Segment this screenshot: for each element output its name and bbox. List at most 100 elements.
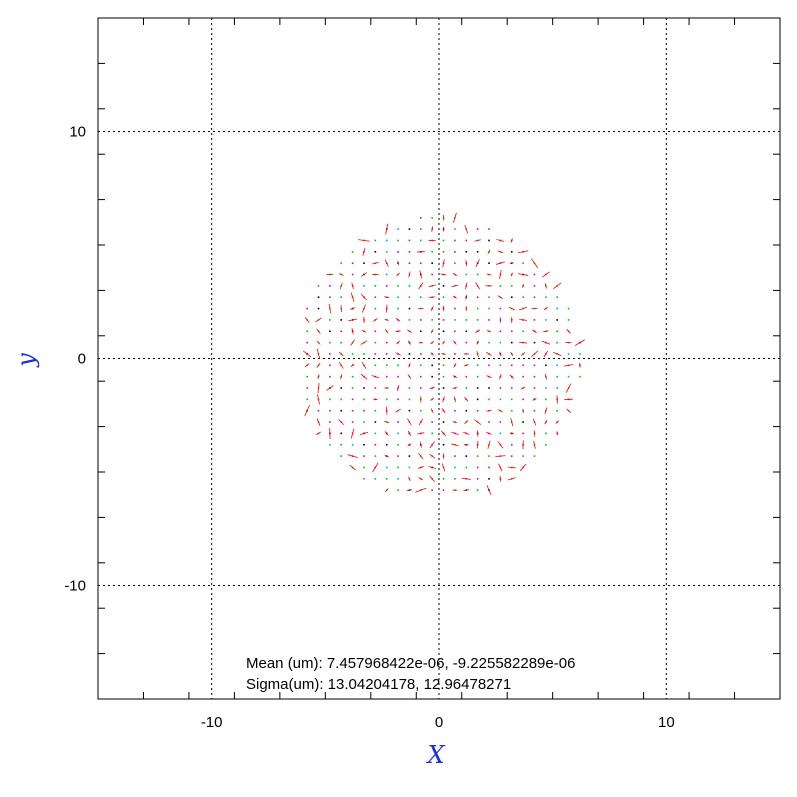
spot-point [499,421,502,423]
ray-streak [453,363,457,368]
spot-point [306,341,308,344]
spot-point [533,375,536,378]
ray-streak [428,466,436,469]
spot-point [556,319,559,321]
spot-point [420,216,422,219]
ray-streak [316,348,321,360]
spot-point [522,330,524,333]
ray-streak [395,318,401,322]
ray-streak [442,340,445,345]
spot-point [340,398,343,401]
ray-streak [532,398,537,401]
spot-point [340,262,343,264]
spot-point [431,216,433,219]
ray-streak [361,361,367,369]
ray-streak [430,340,435,345]
spot-point [306,398,308,401]
spot-point [374,409,377,412]
spot-point [351,251,354,253]
ray-streak [328,303,331,314]
spot-point [476,273,479,276]
spot-point [408,466,411,469]
ray-streak [350,292,355,302]
spot-point [488,262,490,264]
ray-streak [384,296,390,299]
ray-streak [326,385,334,391]
ray-streak [508,306,515,311]
spot-point [454,466,456,469]
spot-point [533,319,536,321]
spot-point [465,375,468,378]
ray-streak [499,269,502,280]
spot-point [420,228,422,230]
ray-streak [429,475,436,483]
spot-point [340,387,343,389]
spot-point [454,262,456,264]
spot-point [408,262,411,264]
ray-streak [474,239,481,242]
spot-point [329,443,331,446]
spot-point [476,398,479,401]
ray-streak [430,352,434,356]
spot-point [442,421,445,423]
spot-point [465,319,468,321]
spot-point [363,285,365,287]
ray-streak [428,284,436,288]
spot-point [533,455,536,457]
spot-point [397,466,399,469]
ray-streak [395,408,401,413]
ray-streak [553,282,562,290]
ray-streak [350,339,356,346]
spot-point [556,375,559,378]
spot-point [522,364,524,367]
ray-streak [543,307,548,311]
spot-point [522,421,524,423]
ray-streak [498,409,503,413]
spot-point [431,262,433,264]
ray-streak [441,463,446,472]
spot-point [408,228,411,230]
spot-point [351,375,354,378]
ray-streak [451,431,459,436]
y-axis-title: y [12,353,40,368]
spot-point [385,443,388,446]
spot-point [385,466,388,469]
ray-streak [510,272,513,277]
ray-streak [304,317,310,323]
x-axis-title: X [425,741,445,769]
spot-point [545,319,547,321]
stats-mean: Mean (um): 7.457968422e-06, -9.225582289… [246,655,575,672]
ray-streak [407,329,412,334]
spot-point [476,296,479,299]
spot-point [465,466,468,469]
ray-streak [384,319,389,321]
ray-streak [418,282,424,290]
ray-streak [316,328,321,334]
spot-point [363,478,365,480]
spot-point [556,341,559,344]
ray-streak [566,328,571,334]
spot-point [329,285,331,287]
spot-point [340,455,343,457]
ray-streak [440,430,447,437]
spot-point [363,443,365,446]
spot-point [374,251,377,253]
spot-point [442,364,445,367]
spot-point [510,296,513,299]
spot-point [545,398,547,401]
ray-streak [509,374,515,379]
ray-streak [407,443,412,447]
ray-streak [408,271,411,278]
spot-point [488,421,490,423]
ray-streak [372,317,378,322]
spot-point [420,387,422,389]
ray-streak [543,350,548,358]
ray-streak [351,282,354,290]
spot-point [420,319,422,321]
spot-point [454,455,456,457]
spot-point [340,319,343,321]
ray-streak [464,224,469,234]
spot-point [442,489,445,491]
spot-point [420,364,422,367]
ray-streak [519,341,528,344]
